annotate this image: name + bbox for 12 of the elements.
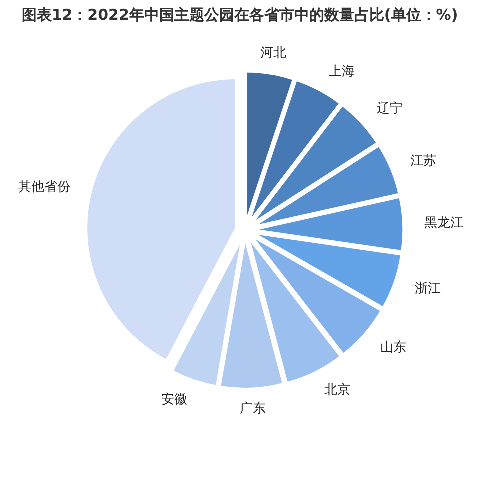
slice-label: 江苏 xyxy=(410,154,437,170)
slice-label: 安徽 xyxy=(161,392,188,408)
slice-label: 北京 xyxy=(324,384,351,399)
chart-title: 图表12：2022年中国主题公园在各省市中的数量占比(单位：%) xyxy=(22,5,458,26)
slice-label: 山东 xyxy=(380,340,406,356)
slice-label: 广东 xyxy=(240,402,266,417)
slice-label: 其他省份 xyxy=(18,180,71,196)
slice-label: 辽宁 xyxy=(377,101,404,118)
slice-label: 河北 xyxy=(260,46,287,62)
slice-label: 黑龙江 xyxy=(424,216,464,232)
slice-label: 浙江 xyxy=(414,282,441,297)
slice-label: 上海 xyxy=(329,65,356,80)
